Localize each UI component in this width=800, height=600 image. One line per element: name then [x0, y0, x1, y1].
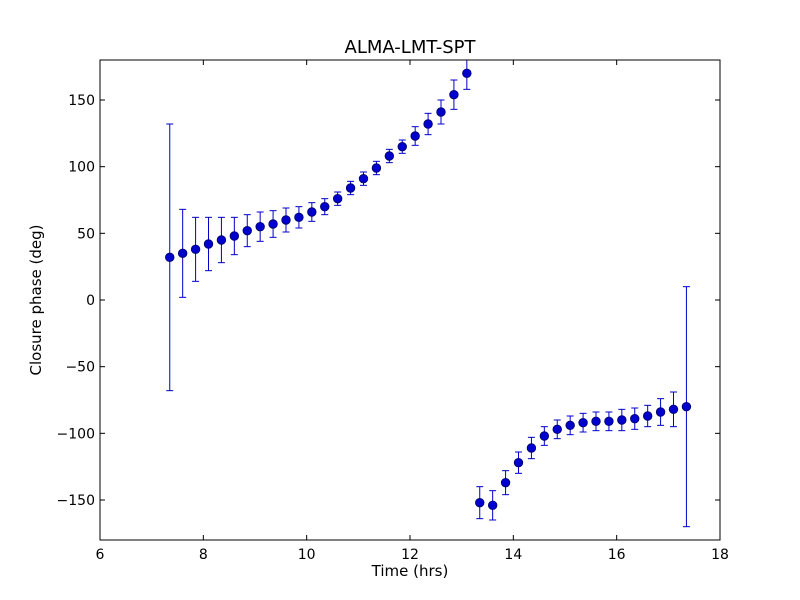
data-point — [281, 215, 291, 225]
y-tick-label: −50 — [65, 360, 95, 376]
data-point — [487, 500, 498, 511]
y-axis-label: Closure phase (deg) — [27, 225, 45, 376]
data-point — [500, 477, 511, 488]
data-point — [410, 131, 420, 141]
data-point — [604, 416, 614, 427]
data-point — [655, 407, 666, 417]
data-point — [397, 141, 407, 152]
x-tick-label: 18 — [711, 547, 729, 563]
data-point — [578, 417, 588, 428]
data-point — [668, 404, 679, 415]
data-point — [591, 416, 601, 427]
data-point — [268, 219, 278, 229]
y-axis-ticks: 150 100 50 0 −50 −100 −150 — [57, 93, 720, 509]
data-point — [358, 173, 369, 184]
data-point — [617, 415, 627, 425]
y-tick-label: 50 — [77, 226, 95, 242]
x-tick-label: 6 — [96, 547, 105, 563]
data-point — [526, 443, 537, 453]
data-point — [513, 457, 524, 468]
data-point — [242, 225, 252, 236]
data-point — [552, 424, 562, 435]
data-point — [436, 107, 446, 117]
data-point — [539, 431, 550, 441]
data-point — [475, 497, 485, 508]
data-point — [190, 244, 201, 255]
chart-title: ALMA-LMT-SPT — [345, 37, 477, 58]
plot-area — [100, 60, 720, 540]
x-tick-label: 14 — [504, 547, 522, 563]
data-point — [307, 207, 317, 217]
x-tick-label: 10 — [298, 547, 316, 563]
x-axis-label: Time (hrs) — [371, 562, 449, 580]
data-point — [565, 420, 575, 431]
data-point — [462, 68, 472, 79]
data-point — [294, 212, 304, 223]
y-tick-label: 0 — [86, 293, 95, 309]
data-point — [165, 252, 175, 263]
data-point — [371, 163, 382, 173]
data-point — [345, 183, 356, 193]
data-point — [642, 411, 653, 421]
y-tick-label: −150 — [57, 493, 95, 509]
data-point — [255, 221, 265, 232]
data-point — [423, 119, 433, 129]
x-axis-ticks: 6 8 10 12 14 16 18 — [96, 60, 729, 563]
y-tick-label: −100 — [57, 426, 95, 442]
x-tick-label: 8 — [199, 547, 208, 563]
y-tick-label: 150 — [68, 93, 95, 109]
data-point — [332, 193, 343, 204]
x-tick-label: 16 — [608, 547, 626, 563]
data-point — [630, 413, 640, 424]
data-point — [449, 89, 459, 100]
data-point — [681, 401, 692, 412]
data-markers — [165, 68, 692, 511]
y-tick-label: 100 — [68, 160, 95, 176]
data-point — [177, 248, 188, 259]
x-tick-label: 12 — [401, 547, 419, 563]
data-point — [203, 239, 214, 249]
data-point — [229, 231, 240, 241]
data-point — [384, 151, 395, 161]
data-point — [320, 201, 330, 212]
data-point — [216, 235, 227, 245]
